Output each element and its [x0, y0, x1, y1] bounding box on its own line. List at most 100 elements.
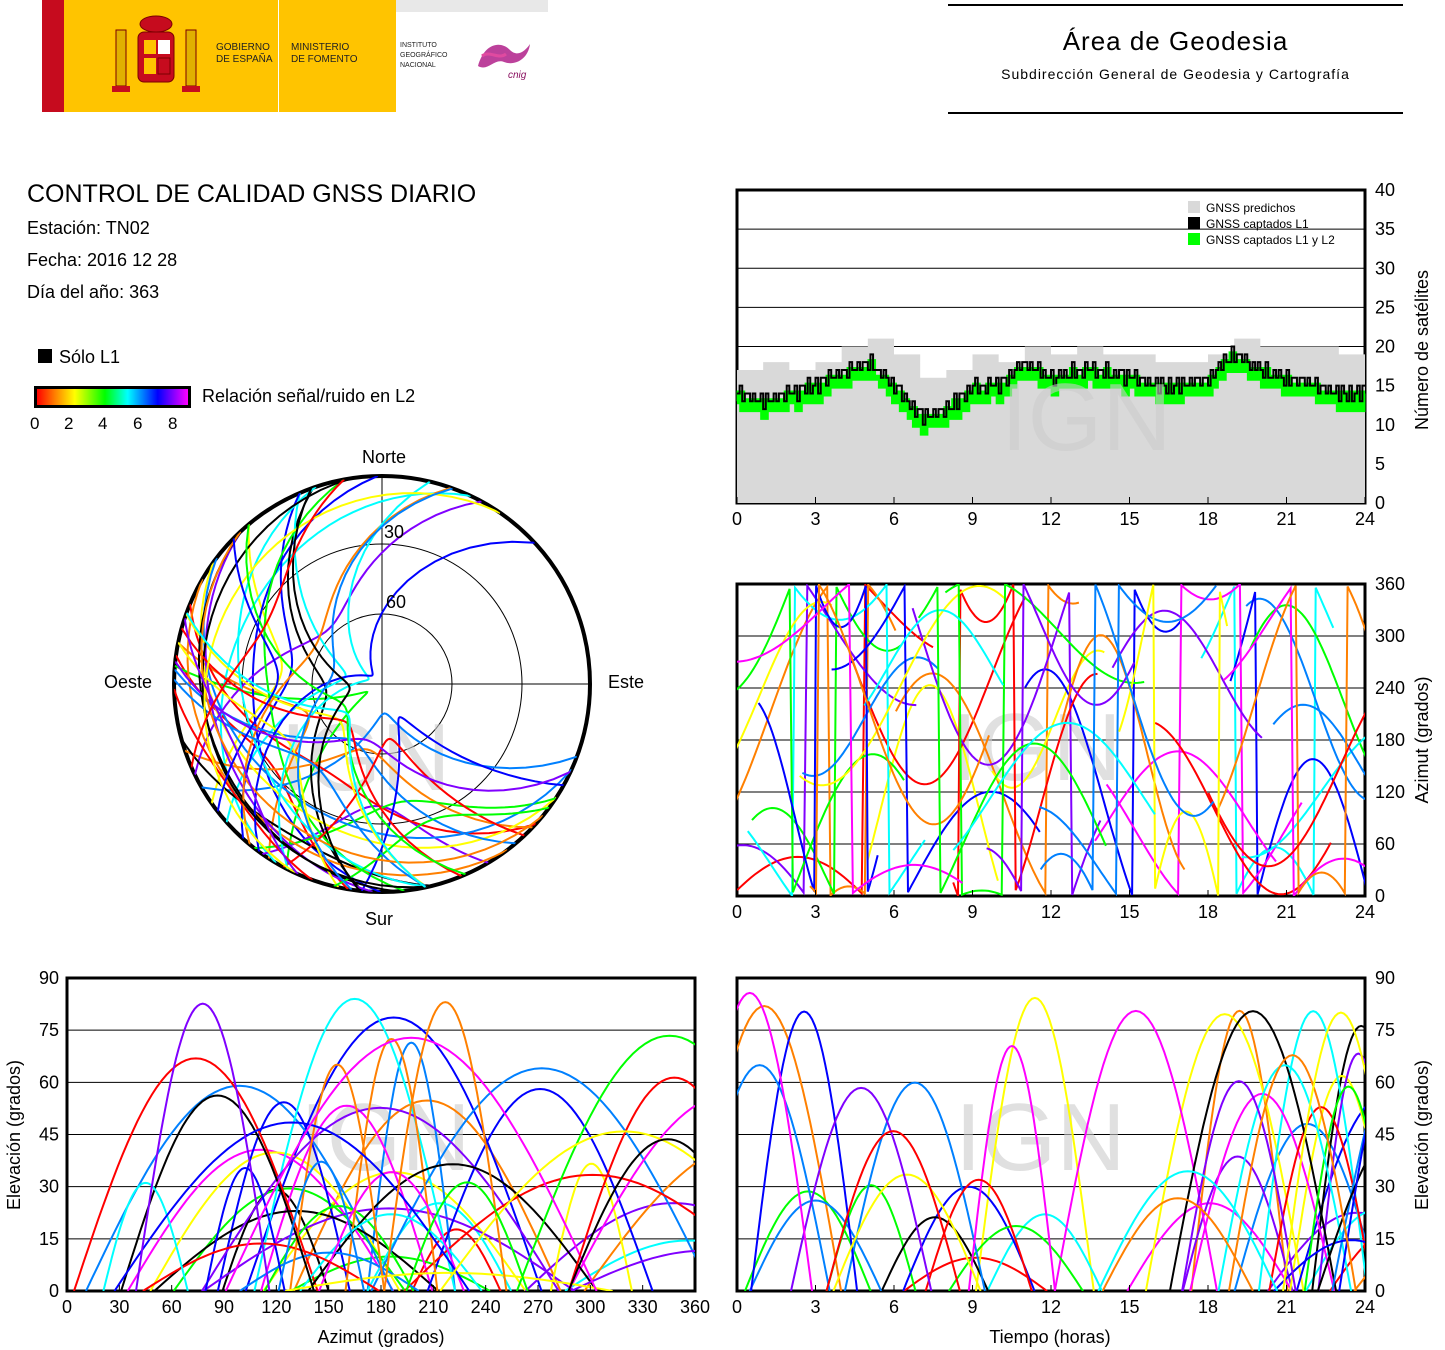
y-tick-label: 0: [1375, 493, 1385, 513]
satellite-track: [174, 668, 516, 845]
x-tick-label: 21: [1276, 1297, 1296, 1317]
satellite-track: [244, 1016, 543, 1291]
azimuth-ticks: 0 60 120 180 240 300 360 0 3 6 9 12 15 18 21 24: [732, 574, 1405, 922]
y-tick-label: 75: [39, 1020, 59, 1040]
x-tick-label: 9: [967, 902, 977, 922]
satellite-track: [1101, 1197, 1254, 1291]
satellite-track: [567, 1138, 695, 1291]
satellite-track: [184, 748, 533, 829]
satellite-track: [567, 1104, 695, 1291]
satellite-track: [403, 1173, 695, 1291]
skyplot-west-label: Oeste: [104, 672, 152, 692]
y-tick-label: 360: [1375, 574, 1405, 594]
elevation-time-chart: IGN 0 15 30 45 60 75 90 0 3 6 9 12 15 18 21 24 Tiempo (…: [732, 968, 1432, 1347]
snr-tick: 0: [30, 414, 40, 433]
satellite-track: [370, 1067, 695, 1291]
satellite-track: [1295, 1106, 1365, 1291]
satellite-track: [843, 1081, 986, 1291]
satellite-track: [1039, 584, 1215, 891]
satellite-track: [748, 1199, 883, 1291]
x-tick-label: 24: [1355, 1297, 1375, 1317]
satellite-track: [1105, 584, 1303, 896]
satellite-track: [1181, 1080, 1297, 1291]
satellite-track: [201, 1106, 560, 1291]
x-tick-label: 3: [810, 902, 820, 922]
satellite-track: [790, 1086, 933, 1291]
satellite-track: [809, 584, 990, 896]
satellite-track: [1353, 1275, 1365, 1291]
satellite-track: [174, 678, 428, 888]
satellite-track: [1305, 1211, 1365, 1291]
satellite-track: [1111, 609, 1263, 739]
satellite-track: [1039, 584, 1217, 896]
y-tick-label: 120: [1375, 782, 1405, 802]
x-tick-label: 0: [732, 902, 742, 922]
watermark: IGN: [955, 1084, 1126, 1191]
satellite-track: [1268, 1106, 1365, 1291]
legend-swatch: [1188, 233, 1200, 245]
snr-tick: 6: [133, 414, 143, 433]
satellite-track: [224, 1036, 598, 1291]
x-tick-label: 120: [261, 1297, 291, 1317]
satellite-track: [289, 1063, 386, 1291]
y-tick-label: 60: [39, 1072, 59, 1092]
elevation-time-tracks: [737, 991, 1365, 1291]
x-tick-label: 0: [62, 1297, 72, 1317]
satellite-track: [1272, 703, 1365, 777]
satellite-track: [737, 584, 934, 896]
legend-label: GNSS captados L1 y L2: [1206, 233, 1335, 247]
satellite-track: [866, 684, 999, 881]
y-tick-label: 60: [1375, 1072, 1395, 1092]
satellite-track: [986, 584, 1136, 892]
y-tick-label: 15: [1375, 376, 1395, 396]
snr-tick: 2: [64, 414, 74, 433]
satellite-track: [286, 487, 363, 892]
satellite-track: [863, 609, 1005, 706]
satellite-track: [201, 712, 578, 792]
satellite-track: [1168, 1010, 1338, 1291]
satellite-track: [737, 991, 814, 1291]
legend-label: GNSS predichos: [1206, 201, 1295, 215]
satellite-track: [253, 540, 535, 852]
satellite-track: [583, 1162, 695, 1291]
azimuth-ylabel: Azimut (grados): [1412, 676, 1432, 803]
elevation-time-ticks: 0 15 30 45 60 75 90 0 3 6 9 12 15 18 21 24: [732, 968, 1395, 1317]
satellite-track: [285, 1271, 613, 1291]
y-tick-label: 75: [1375, 1020, 1395, 1040]
x-tick-label: 18: [1198, 1297, 1218, 1317]
satellite-track: [1331, 1126, 1365, 1291]
y-tick-label: 180: [1375, 730, 1405, 750]
y-tick-label: 35: [1375, 219, 1395, 239]
satellite-track: [1207, 711, 1365, 868]
satellite-track: [1190, 1009, 1289, 1291]
satellite-track: [1024, 589, 1183, 896]
series-gnss-captados-l1: [737, 345, 1365, 426]
y-tick-label: 15: [1375, 1229, 1395, 1249]
x-tick-label: 12: [1041, 1297, 1061, 1317]
y-tick-label: 25: [1375, 297, 1395, 317]
x-tick-label: 18: [1198, 902, 1218, 922]
satellite-track: [383, 1001, 508, 1291]
satellite-track: [360, 716, 564, 892]
cnig-label: cnig: [508, 70, 527, 81]
x-tick-label: 6: [889, 509, 899, 529]
y-tick-label: 0: [49, 1281, 59, 1301]
legend-swatch: [1188, 217, 1200, 229]
satellite-track: [245, 524, 467, 876]
satellite-track: [567, 1076, 695, 1291]
satellite-track: [318, 1171, 465, 1291]
ministry-label-line2: DE FOMENTO: [291, 54, 358, 65]
satellite-track: [120, 1094, 315, 1291]
satellite-track: [1217, 1064, 1353, 1291]
y-tick-label: 45: [1375, 1125, 1395, 1145]
x-tick-label: 21: [1276, 509, 1296, 529]
satellite-track: [1311, 1024, 1365, 1291]
satellites-ylabel: Número de satélites: [1412, 270, 1432, 430]
station-label: Estación: TN02: [27, 218, 150, 238]
satellite-track: [924, 1178, 1033, 1291]
satellite-track: [254, 797, 557, 850]
doy-label: Día del año: 363: [27, 282, 160, 302]
report-title: CONTROL DE CALIDAD GNSS DIARIO: [27, 180, 477, 208]
